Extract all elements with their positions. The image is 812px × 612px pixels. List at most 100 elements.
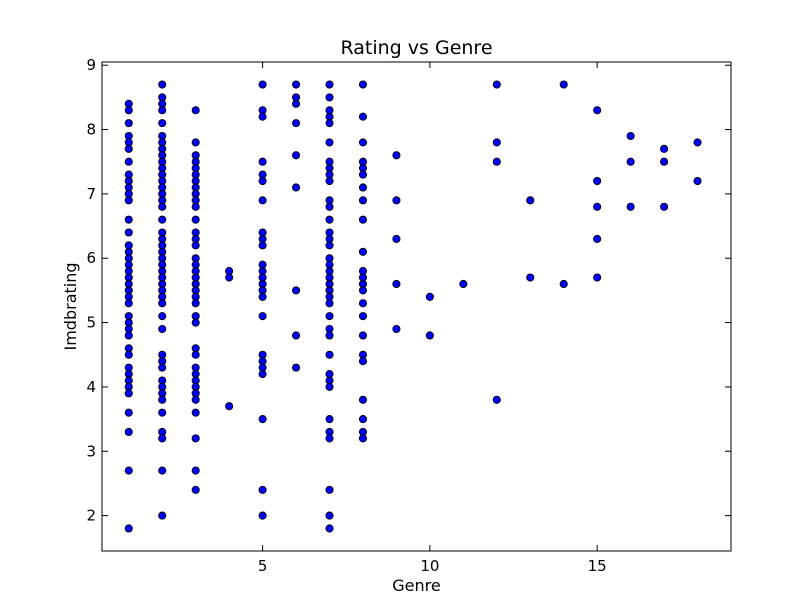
data-point (258, 415, 267, 424)
data-point (358, 247, 368, 256)
data-point (325, 331, 334, 340)
data-point (124, 106, 133, 115)
data-point (325, 119, 334, 128)
data-point (425, 292, 434, 301)
data-point (325, 511, 334, 520)
data-point (191, 434, 200, 443)
data-point (392, 151, 401, 160)
data-point (191, 350, 200, 359)
data-point (325, 524, 334, 533)
data-point (358, 183, 368, 192)
data-point (191, 299, 200, 308)
data-point (191, 106, 200, 115)
data-point (325, 312, 334, 321)
plot-frame (101, 61, 732, 552)
y-axis-label: Imdbrating (61, 262, 80, 350)
x-tick-label: 5 (258, 557, 268, 575)
data-point (291, 151, 301, 160)
data-point (325, 176, 334, 186)
data-point (325, 434, 334, 443)
data-point (693, 176, 702, 186)
data-point (392, 279, 401, 289)
data-point (291, 119, 301, 128)
data-point (124, 157, 133, 166)
data-point (158, 324, 167, 334)
data-point (191, 202, 200, 211)
data-point (526, 273, 535, 282)
data-point (358, 331, 368, 340)
data-point (358, 286, 368, 295)
data-point (258, 80, 267, 89)
x-tick-label: 15 (588, 557, 607, 575)
data-point (593, 234, 602, 243)
data-point (124, 389, 133, 398)
data-point (124, 466, 133, 475)
data-point (325, 138, 334, 147)
data-point (124, 331, 133, 340)
points-layer (124, 80, 702, 533)
data-point (660, 157, 669, 166)
data-point (358, 80, 368, 89)
data-point (191, 485, 200, 494)
data-point (325, 299, 334, 308)
data-point (593, 202, 602, 211)
data-point (124, 299, 133, 308)
data-point (358, 434, 368, 443)
data-point (392, 324, 401, 334)
data-point (258, 370, 267, 379)
data-point (191, 215, 200, 224)
data-point (358, 357, 368, 366)
data-point (626, 157, 635, 166)
data-point (358, 395, 368, 404)
data-point (258, 511, 267, 520)
data-point (526, 196, 535, 205)
data-point (291, 183, 301, 192)
data-point (191, 408, 200, 417)
data-point (258, 112, 267, 121)
data-point (258, 196, 267, 205)
data-point (225, 273, 234, 282)
data-point (124, 350, 133, 359)
data-point (158, 434, 167, 443)
data-point (124, 215, 133, 224)
data-point (325, 241, 334, 250)
data-point (626, 202, 635, 211)
data-point (191, 241, 200, 250)
data-point (258, 157, 267, 166)
data-point (291, 286, 301, 295)
data-point (392, 196, 401, 205)
y-tick-label: 8 (86, 121, 96, 139)
data-point (358, 312, 368, 321)
data-point (191, 318, 200, 327)
data-point (158, 312, 167, 321)
data-point (325, 93, 334, 102)
data-point (191, 395, 200, 404)
data-point (158, 395, 167, 404)
data-point (124, 196, 133, 205)
data-point (325, 80, 334, 89)
data-point (158, 215, 167, 224)
data-point (258, 176, 267, 186)
chart-title: Rating vs Genre (340, 37, 492, 59)
data-point (291, 363, 301, 372)
data-point (258, 241, 267, 250)
y-tick-label: 5 (86, 314, 96, 332)
data-point (325, 202, 334, 211)
data-point (325, 415, 334, 424)
data-point (660, 144, 669, 153)
data-point (158, 106, 167, 115)
data-point (325, 485, 334, 494)
data-point (425, 331, 434, 340)
data-point (158, 202, 167, 211)
data-point (325, 350, 334, 359)
data-point (124, 524, 133, 533)
data-point (124, 408, 133, 417)
data-point (191, 138, 200, 147)
data-point (225, 402, 234, 411)
ticks-layer: 5 10 15 2 3 4 5 6 7 8 9 (86, 56, 731, 575)
data-point (158, 511, 167, 520)
data-point (124, 427, 133, 437)
data-point (291, 331, 301, 340)
